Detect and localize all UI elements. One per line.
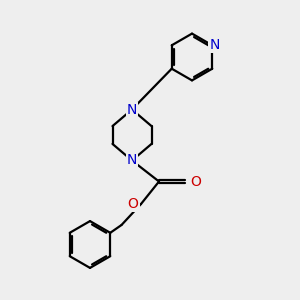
Text: N: N (127, 103, 137, 116)
Text: N: N (209, 38, 220, 52)
Text: O: O (190, 175, 201, 188)
Text: O: O (128, 197, 139, 211)
Text: N: N (127, 154, 137, 167)
